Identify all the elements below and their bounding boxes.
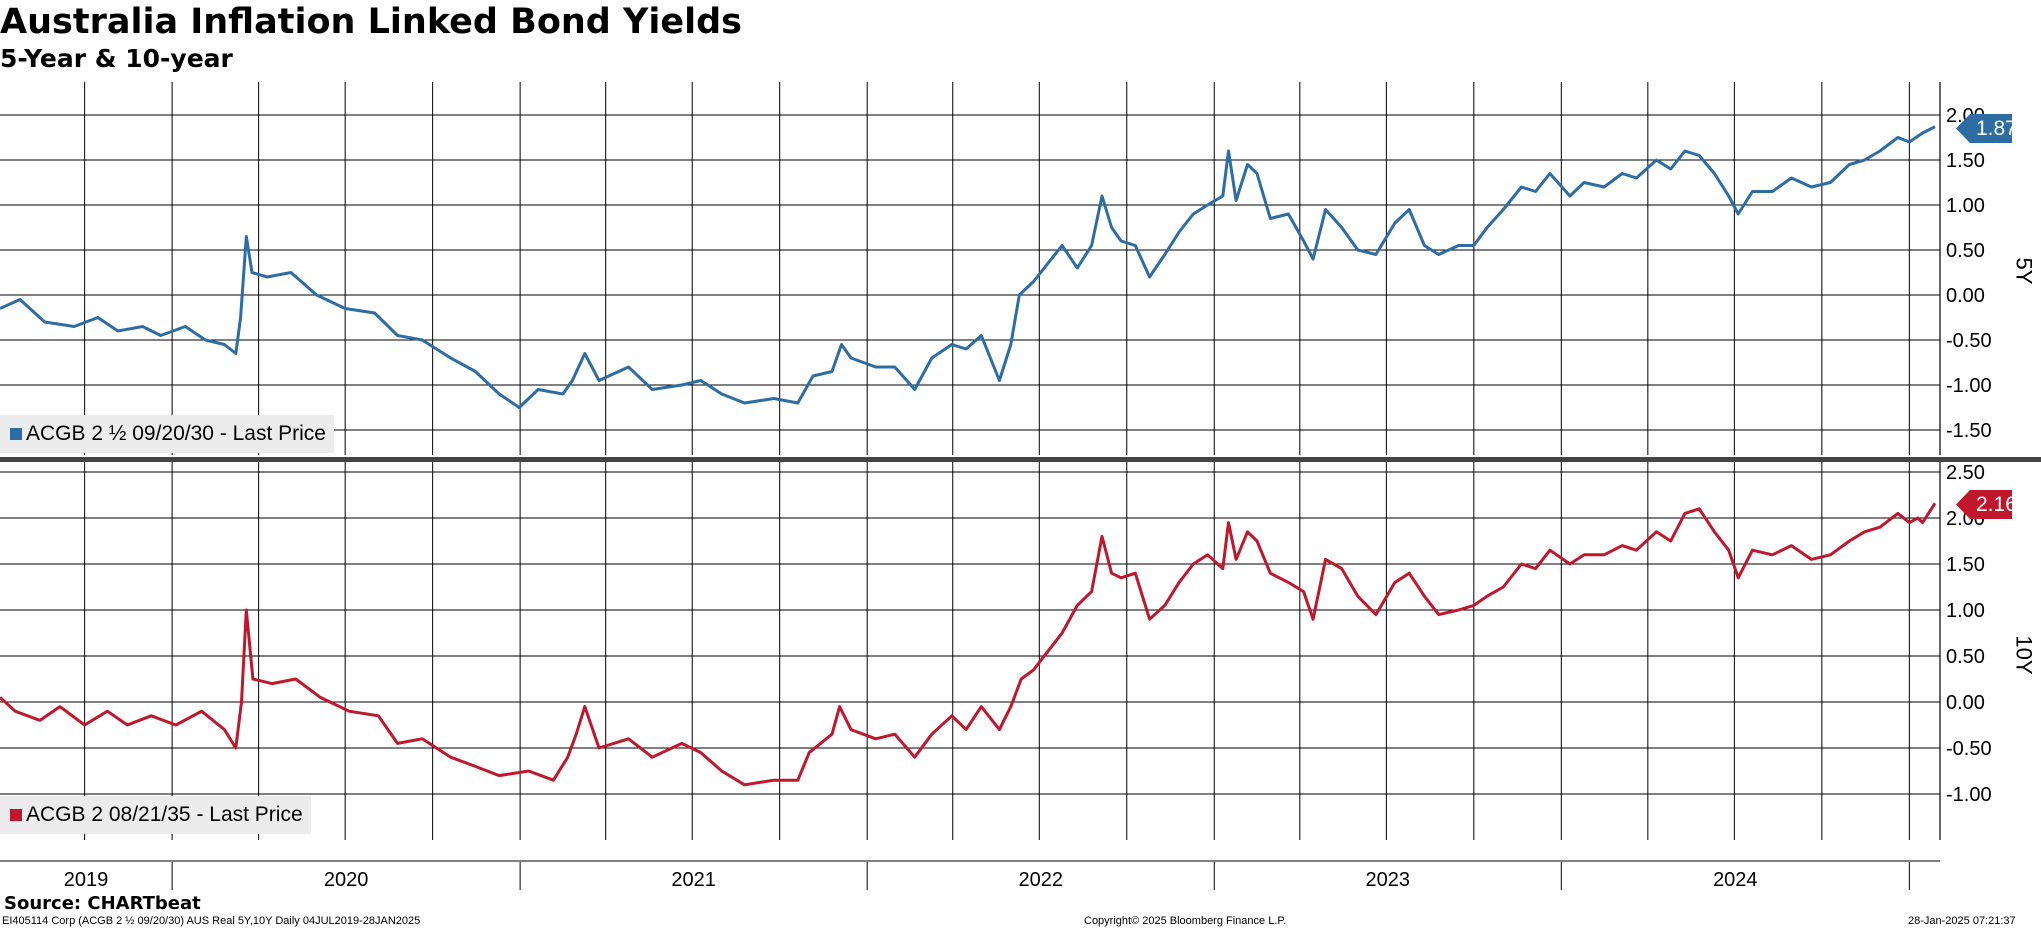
source-note: Source: CHARTbeat — [4, 893, 201, 914]
x-tick-label-4: 2023 — [1366, 869, 1411, 891]
last-value-5y: 1.87 — [1976, 116, 2017, 140]
y-tick-label-10y-0: 2.50 — [1946, 462, 1985, 484]
series-line-5y — [0, 125, 1936, 409]
x-tick-label-2: 2021 — [671, 869, 716, 891]
x-tick-label-1: 2020 — [324, 869, 369, 891]
last-value-tag-10y: 2.16 — [1956, 490, 2012, 519]
chart-subtitle: 5-Year & 10-year — [0, 44, 233, 73]
y-tick-label-5y-6: -1.00 — [1946, 375, 1992, 397]
axis-label-10y: 10Y — [2011, 635, 2037, 675]
y-tick-label-5y-7: -1.50 — [1946, 420, 1992, 442]
y-tick-label-10y-2: 1.50 — [1946, 554, 1985, 576]
y-tick-label-5y-2: 1.00 — [1946, 195, 1985, 217]
x-tick-label-0: 2019 — [64, 869, 109, 891]
legend-10y-label: ACGB 2 08/21/35 - Last Price — [26, 803, 303, 826]
y-tick-label-10y-7: -1.00 — [1946, 784, 1992, 806]
chart-title: Australia Inflation Linked Bond Yields — [0, 2, 742, 42]
y-tick-label-5y-4: 0.00 — [1946, 285, 1985, 307]
y-tick-label-10y-5: 0.00 — [1946, 692, 1985, 714]
legend-5y-swatch — [10, 428, 22, 440]
y-tick-label-10y-4: 0.50 — [1946, 646, 1985, 668]
y-tick-label-5y-3: 0.50 — [1946, 240, 1985, 262]
legend-5y: ACGB 2 ½ 09/20/30 - Last Price — [0, 415, 334, 453]
legend-5y-label: ACGB 2 ½ 09/20/30 - Last Price — [26, 422, 326, 445]
chart-svg: 2.001.501.000.500.00-0.50-1.00-1.502.502… — [0, 82, 2041, 891]
x-tick-label-3: 2022 — [1018, 869, 1063, 891]
series-line-10y — [0, 502, 1937, 787]
y-tick-label-5y-5: -0.50 — [1946, 330, 1992, 352]
x-tick-label-5: 2024 — [1713, 869, 1758, 891]
footer-timestamp: 28-Jan-2025 07:21:37 — [1908, 915, 2016, 927]
y-tick-label-10y-3: 1.00 — [1946, 600, 1985, 622]
footer-ticker: EI405114 Corp (ACGB 2 ½ 09/20/30) AUS Re… — [2, 915, 421, 927]
axis-label-5y: 5Y — [2011, 257, 2037, 285]
legend-10y-swatch — [10, 809, 22, 821]
panel-divider — [0, 457, 2041, 462]
y-tick-label-5y-1: 1.50 — [1946, 150, 1985, 172]
last-value-10y: 2.16 — [1976, 492, 2017, 516]
footer-copyright: Copyright© 2025 Bloomberg Finance L.P. — [1084, 915, 1287, 927]
y-tick-label-10y-6: -0.50 — [1946, 738, 1992, 760]
last-value-tag-5y: 1.87 — [1956, 114, 2012, 143]
legend-10y: ACGB 2 08/21/35 - Last Price — [0, 796, 311, 834]
